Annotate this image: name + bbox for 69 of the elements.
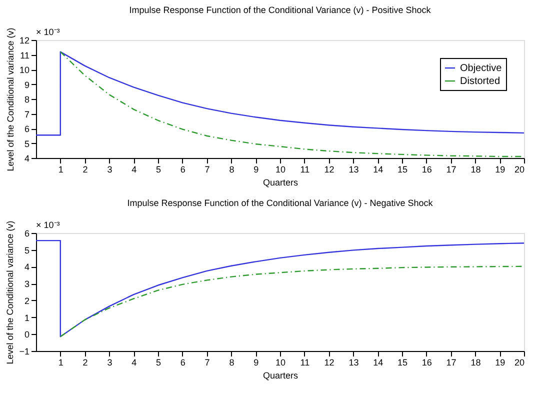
y-tick-label: 6 (24, 124, 30, 134)
y-tick-label: 9 (24, 80, 30, 90)
x-tick-label: 12 (324, 358, 334, 368)
x-tick-label: 4 (132, 358, 137, 368)
x-tick-label: 15 (397, 164, 408, 174)
x-tick-label: 6 (180, 164, 186, 174)
legend-label: Distorted (460, 76, 500, 87)
x-tick-label: 18 (470, 164, 481, 174)
x-tick-label: 7 (204, 164, 210, 174)
x-tick-label: 13 (348, 358, 359, 368)
x-tick-label: 5 (156, 164, 162, 174)
x-tick-label: 16 (422, 358, 432, 368)
x-axis-title: Quarters (262, 178, 299, 188)
x-tick-label: 13 (348, 164, 359, 174)
y-tick-label: 5 (24, 138, 30, 149)
y-tick-label: 3 (24, 279, 30, 290)
chart-title: Impulse Response Function of the Conditional Variance (v) - Negative Shock (127, 198, 434, 208)
chart-title: Impulse Response Function of the Conditional Variance (v) - Positive Shock (129, 5, 432, 16)
x-tick-label: 16 (422, 164, 432, 174)
x-tick-label: 17 (446, 164, 456, 174)
x-tick-label: 10 (275, 358, 286, 368)
x-tick-label: 15 (397, 358, 408, 368)
x-tick-label: 12 (324, 164, 334, 174)
x-tick-label: 11 (300, 358, 310, 368)
x-tick-label: 3 (107, 164, 112, 174)
text: × 10⁻³ (36, 220, 60, 230)
x-tick-label: 2 (82, 164, 88, 174)
x-tick-label: 14 (373, 164, 384, 174)
x-tick-label: 2 (82, 358, 88, 368)
x-tick-label: 14 (373, 358, 384, 368)
y-tick-label: 12 (19, 36, 30, 46)
x-tick-label: 4 (132, 164, 137, 174)
x-tick-label: 10 (275, 164, 286, 174)
x-tick-label: 7 (204, 358, 210, 368)
x-axis-title: Quarters (262, 370, 299, 380)
x-tick-label: 19 (495, 164, 506, 174)
y-axis-title: Level of the Conditional variance (v) (5, 28, 16, 172)
x-tick-label: 9 (254, 164, 259, 174)
y-tick-label: 10 (19, 65, 30, 75)
line-series (35, 240, 525, 338)
line-series (35, 51, 525, 136)
y-tick-label: 5 (24, 245, 30, 256)
y-tick-label: −1 (19, 346, 30, 356)
y-tick-label: 4 (24, 262, 30, 272)
x-tick-label: 9 (254, 358, 259, 368)
x-tick-label: 5 (156, 358, 162, 368)
x-tick-label: 3 (107, 358, 112, 368)
x-tick-label: 8 (229, 358, 234, 368)
x-tick-label: 8 (229, 164, 234, 174)
text: × 10⁻³ (36, 27, 60, 37)
y-tick-label: 8 (24, 94, 30, 104)
x-tick-label: 20 (514, 358, 524, 368)
x-tick-label: 18 (470, 358, 481, 368)
x-tick-label: 6 (180, 358, 186, 368)
y-axis-title: Level of the Conditional variance (v) (5, 220, 16, 364)
y-tick-label: 1 (24, 312, 30, 323)
x-tick-label: 1 (58, 164, 64, 174)
x-tick-label: 1 (58, 358, 64, 368)
x-tick-label: 19 (495, 358, 506, 368)
y-tick-label: 2 (24, 296, 30, 306)
y-tick-label: 7 (24, 109, 30, 120)
y-tick-label: 4 (24, 154, 30, 164)
y-tick-label: 0 (24, 330, 30, 340)
x-tick-label: 11 (300, 164, 310, 174)
x-tick-label: 17 (446, 358, 456, 368)
legend-label: Objective (460, 63, 502, 74)
y-tick-label: 6 (24, 228, 30, 238)
y-tick-label: 11 (20, 50, 30, 60)
x-tick-label: 20 (514, 164, 524, 174)
